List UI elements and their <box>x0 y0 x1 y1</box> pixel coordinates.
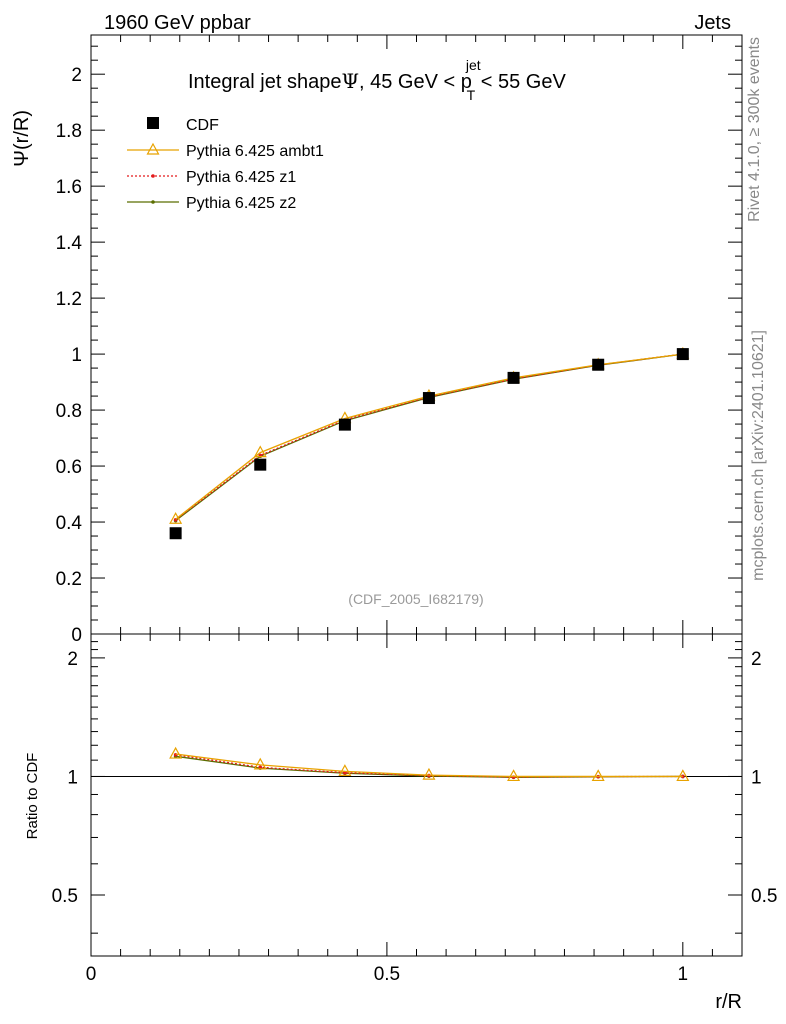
x-tick-label: 0.5 <box>374 964 400 985</box>
main-y-tick-label: 0.8 <box>56 401 82 422</box>
title-superscript: jet <box>465 57 481 73</box>
ratio-ambt1-point <box>338 764 352 776</box>
legend-z1-marker <box>151 174 155 178</box>
ratio-ambt1-point <box>591 769 605 782</box>
ratio-y-axis-label: Ratio to CDF <box>24 753 41 840</box>
main-y-tick-label: 1.6 <box>56 177 82 198</box>
main-cdf-point <box>676 348 689 361</box>
main-y-tick-label: 0 <box>71 625 82 646</box>
legend-ambt1-label: Pythia 6.425 ambt1 <box>186 143 324 160</box>
rivet-version-label: Rivet 4.1.0, ≥ 300k events <box>746 37 763 222</box>
header-energy-label: 1960 GeV ppbar <box>104 12 251 34</box>
ratio-y-tick-label-right: 1 <box>751 767 762 788</box>
ratio-tick-labels: 0.5 0.5 1 1 2 2 <box>52 649 778 907</box>
ratio-ambt1-point <box>253 757 267 770</box>
main-y-tick-label: 2 <box>71 65 82 86</box>
ratio-y-tick-label-left: 2 <box>67 649 78 670</box>
analysis-watermark: (CDF_2005_I682179) <box>348 591 483 607</box>
x-tick-label: 0 <box>86 964 97 985</box>
legend-z2-label: Pythia 6.425 z2 <box>186 195 296 212</box>
main-y-tick-label: 1.8 <box>56 121 82 142</box>
main-z1-line <box>175 353 683 521</box>
main-panel: 0 0.2 0.4 0.6 0.8 1 1.2 1.4 1.6 1.8 2 Ψ(r/R) Integ… <box>11 34 743 646</box>
title-suffix: < 55 GeV <box>475 71 566 93</box>
legend-cdf-label: CDF <box>186 117 219 134</box>
main-y-tick-label: 1.4 <box>56 233 83 254</box>
title-range: , 45 GeV < p <box>359 71 472 93</box>
legend-z2-marker <box>151 200 155 204</box>
main-ambt1-point <box>253 445 267 458</box>
mcplots-label: mcplots.cern.ch [arXiv:2401.10621] <box>750 330 767 581</box>
legend-z1-label: Pythia 6.425 z1 <box>186 169 296 186</box>
ratio-ambt1-point <box>169 746 183 759</box>
ratio-ambt1-line <box>175 753 683 778</box>
legend: CDF Pythia 6.425 ambt1 Pythia 6.425 z1 P… <box>127 117 324 212</box>
main-ambt1-point <box>169 511 183 524</box>
ratio-plot-frame <box>90 633 743 957</box>
main-cdf-point <box>422 392 435 405</box>
main-cdf-point <box>507 371 520 384</box>
main-z2-line <box>175 353 683 522</box>
ratio-z1-line <box>175 754 683 778</box>
main-cdf-point <box>169 527 182 540</box>
main-y-tick-label: 1 <box>71 345 82 366</box>
ratio-panel: 0.5 0.5 1 1 2 2 Ratio to CDF <box>24 633 778 957</box>
main-chart-title: Integral jet shapeΨ, 45 GeV < pjet T < 55… <box>188 57 566 103</box>
main-ambt1-line <box>175 353 683 520</box>
main-series-group <box>169 346 690 540</box>
x-tick-labels: 0 0.5 1 <box>86 964 688 985</box>
title-psi-symbol: Ψ <box>341 69 359 93</box>
title-prefix: Integral jet shape <box>188 71 341 93</box>
main-y-tick-label: 0.2 <box>56 569 82 590</box>
ratio-axis-ticks <box>90 634 743 956</box>
ratio-y-tick-label-right: 2 <box>751 649 762 670</box>
ratio-z1-point <box>258 765 263 770</box>
main-y-tick-label: 1.2 <box>56 289 82 310</box>
legend-cdf-marker <box>147 117 159 129</box>
main-cdf-point <box>592 358 605 371</box>
ratio-ambt1-point <box>676 769 690 782</box>
title-subscript: T <box>467 87 476 103</box>
main-y-tick-label: 0.6 <box>56 457 82 478</box>
ratio-y-tick-label-left: 1 <box>67 767 78 788</box>
main-y-tick-label: 0.4 <box>56 513 83 534</box>
x-tick-label: 1 <box>678 964 689 985</box>
header-category-label: Jets <box>694 12 731 34</box>
main-tick-labels: 0 0.2 0.4 0.6 0.8 1 1.2 1.4 1.6 1.8 2 <box>56 65 83 646</box>
main-cdf-point <box>254 458 267 471</box>
ratio-series-group <box>169 746 690 782</box>
main-axis-ticks <box>90 35 743 635</box>
ratio-y-tick-label-left: 0.5 <box>52 886 78 907</box>
ratio-ambt1-point <box>507 769 521 782</box>
main-y-axis-label: Ψ(r/R) <box>11 110 33 167</box>
x-axis-label: r/R <box>715 991 742 1013</box>
ratio-y-tick-label-right: 0.5 <box>751 886 777 907</box>
ratio-ambt1-point <box>422 767 436 780</box>
legend-ambt1-marker <box>146 142 160 155</box>
main-cdf-point <box>338 418 351 431</box>
